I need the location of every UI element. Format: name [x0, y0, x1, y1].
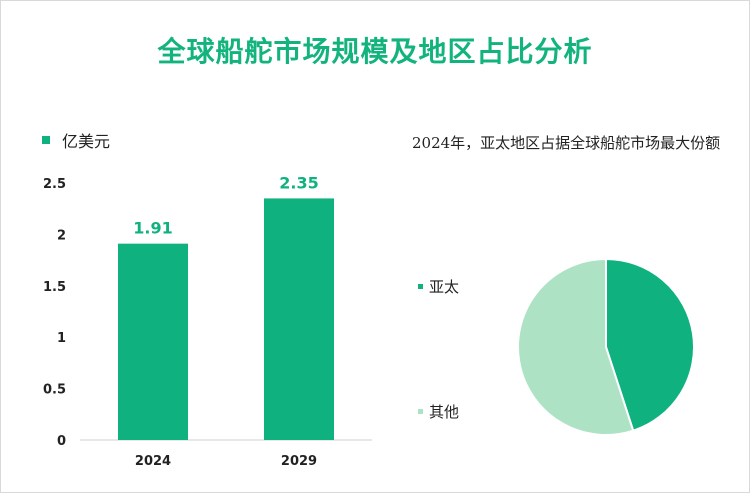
bar-2029 — [264, 198, 334, 440]
y-tick-label: 2 — [57, 228, 66, 243]
pie-annotation: 2024年，亚太地区占据全球船舵市场最大份额 — [412, 134, 721, 152]
y-tick-label: 0.5 — [43, 383, 66, 398]
pie-label-asia-pacific: 亚太 — [418, 276, 459, 297]
y-tick-label: 1.5 — [43, 280, 66, 295]
pie-label-text: 其他 — [429, 403, 460, 421]
bar-chart: 0 0.5 1 1.5 2 2.5 1.91 2024 2.35 2029 — [43, 173, 372, 469]
pie-label-text: 亚太 — [429, 278, 460, 296]
x-tick-label: 2024 — [135, 454, 171, 469]
y-tick-label: 2.5 — [43, 177, 66, 192]
y-tick-label: 1 — [57, 331, 66, 346]
pie-label-other: 其他 — [418, 401, 459, 422]
legend-label: 亿美元 — [62, 132, 111, 151]
pie-label-dot — [418, 284, 423, 289]
bar-data-label: 2.35 — [279, 173, 318, 192]
bar-data-label: 1.91 — [133, 219, 172, 238]
pie-slice-other — [517, 257, 635, 436]
pie-slice-asia-pacific — [605, 257, 695, 432]
pie-label-dot — [418, 409, 423, 414]
bar-legend: 亿美元 — [42, 128, 110, 152]
y-tick-label: 0 — [57, 434, 66, 449]
bar-2024 — [118, 243, 188, 440]
page-title: 全球船舵市场规模及地区占比分析 — [157, 35, 593, 68]
x-tick-label: 2029 — [281, 454, 317, 469]
legend-swatch — [42, 136, 50, 144]
